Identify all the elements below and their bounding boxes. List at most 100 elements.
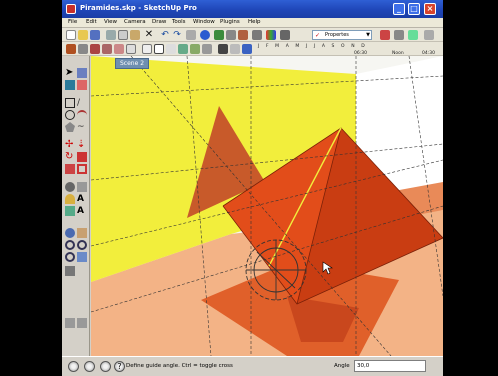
menu-edit[interactable]: Edit (86, 19, 97, 25)
sketchup-app-icon (66, 4, 76, 14)
orbit-icon[interactable] (65, 228, 75, 238)
cut-icon[interactable] (106, 30, 116, 40)
maximize-button[interactable]: □ (408, 3, 420, 15)
paint-palette-icon[interactable] (266, 30, 276, 40)
layer-manager-icon[interactable] (394, 30, 404, 40)
menu-draw[interactable]: Draw (152, 19, 167, 25)
close-button[interactable]: × (424, 3, 436, 15)
axes-icon[interactable] (65, 206, 75, 216)
new-file-icon[interactable] (66, 30, 76, 40)
previous-view-icon[interactable] (77, 252, 87, 262)
credits-icon[interactable] (84, 361, 95, 372)
arc-icon[interactable] (77, 110, 87, 120)
add-layer-icon[interactable] (380, 30, 390, 40)
dimension-icon[interactable] (77, 182, 87, 192)
copy-icon[interactable] (118, 30, 128, 40)
materials-icon[interactable] (214, 30, 224, 40)
zoom-window-icon[interactable] (77, 240, 87, 250)
shadow-time-noon: Noon (392, 51, 404, 56)
vcb-label: Angle (334, 363, 350, 369)
menu-camera[interactable]: Camera (124, 19, 146, 25)
front-view-icon[interactable] (90, 44, 100, 54)
styles-icon[interactable] (238, 30, 248, 40)
shadow-month-slider[interactable]: J F M A M J J A S O N D (258, 44, 368, 49)
user-icon[interactable] (100, 361, 111, 372)
components-icon[interactable] (226, 30, 236, 40)
zoom-extents-icon[interactable] (65, 252, 75, 262)
line-pencil-icon[interactable]: / (77, 98, 81, 108)
scale-icon[interactable] (65, 164, 75, 174)
shadow-time-end: 04:30 (422, 51, 435, 56)
look-around-icon[interactable] (77, 318, 87, 328)
position-camera-icon[interactable] (65, 266, 75, 276)
right-view-icon[interactable] (102, 44, 112, 54)
sketchup-window: Piramides.skp - SketchUp Pro _ □ × File … (62, 0, 443, 376)
small-pyramid-shadow (187, 106, 265, 218)
tape-measure-icon[interactable] (65, 182, 75, 192)
shadow-time-start: 06:30 (354, 51, 367, 56)
fog-icon[interactable] (230, 44, 240, 54)
shaded-icon[interactable] (178, 44, 188, 54)
shadows-toggle-icon[interactable] (218, 44, 228, 54)
help-question-icon[interactable]: ? (114, 361, 125, 372)
make-component-icon[interactable] (77, 68, 87, 78)
layers-icon[interactable] (252, 30, 262, 40)
menu-plugins[interactable]: Plugins (220, 19, 240, 25)
save-icon[interactable] (90, 30, 100, 40)
style-dropdown[interactable]: ✓ Propertes ▼ (312, 30, 372, 40)
model-info-icon[interactable] (200, 30, 210, 40)
undo-icon[interactable]: ↶ (161, 30, 169, 40)
outliner-icon[interactable] (280, 30, 290, 40)
top-view-icon[interactable] (78, 44, 88, 54)
video-letterbox-left (0, 0, 62, 376)
hidden-line-icon[interactable] (166, 44, 176, 54)
wireframe-icon[interactable] (154, 44, 164, 54)
freehand-icon[interactable]: ~ (77, 122, 85, 132)
print-icon[interactable] (186, 30, 196, 40)
left-view-icon[interactable] (126, 44, 136, 54)
rectangle-icon[interactable] (65, 98, 75, 108)
polygon-icon[interactable] (65, 122, 75, 132)
circle-icon[interactable] (65, 110, 75, 120)
model-viewport[interactable]: Scene 2 (91, 56, 443, 356)
dashed-guides (91, 56, 443, 356)
status-bar: ? Define guide angle. Ctrl = toggle cros… (62, 356, 443, 376)
protractor-icon[interactable] (65, 194, 75, 204)
open-folder-icon[interactable] (78, 30, 88, 40)
paint-bucket-icon[interactable] (65, 80, 75, 90)
shaded-textures-icon[interactable] (190, 44, 200, 54)
geolocation-icon[interactable] (68, 361, 79, 372)
3d-text-icon[interactable]: A (77, 206, 84, 216)
scene-tab[interactable]: Scene 2 (115, 58, 150, 69)
monochrome-icon[interactable] (202, 44, 212, 54)
menu-tools[interactable]: Tools (172, 19, 186, 25)
paste-icon[interactable] (130, 30, 140, 40)
pan-hand-icon[interactable] (77, 228, 87, 238)
follow-me-icon[interactable] (77, 152, 87, 162)
menu-window[interactable]: Window (193, 19, 215, 25)
minimize-button[interactable]: _ (393, 3, 405, 15)
menu-view[interactable]: View (104, 19, 118, 25)
eraser-icon[interactable] (77, 80, 87, 90)
select-arrow-icon[interactable]: ➤ (65, 67, 74, 78)
palette-icon[interactable] (408, 30, 418, 40)
menu-help[interactable]: Help (248, 19, 261, 25)
walk-icon[interactable] (65, 318, 75, 328)
redo-icon[interactable]: ↷ (173, 30, 181, 40)
dock-icon[interactable] (424, 30, 434, 40)
pyramid-left-face (223, 128, 341, 304)
rotate-icon[interactable]: ↻ (65, 151, 74, 162)
menu-file[interactable]: File (68, 19, 78, 25)
iso-view-icon[interactable] (66, 44, 76, 54)
check-icon: ✓ (315, 32, 321, 39)
shadow-settings-icon[interactable] (242, 44, 252, 54)
push-pull-icon[interactable]: ⇣ (77, 139, 86, 150)
back-view-icon[interactable] (114, 44, 124, 54)
zoom-icon[interactable] (65, 240, 75, 250)
text-tool-icon[interactable]: A (77, 194, 84, 204)
measurements-input[interactable]: 30,0 (354, 360, 426, 372)
erase-icon[interactable]: ✕ (144, 29, 154, 40)
offset-icon[interactable] (77, 164, 87, 174)
move-icon[interactable]: ✢ (65, 139, 74, 150)
xray-icon[interactable] (142, 44, 152, 54)
